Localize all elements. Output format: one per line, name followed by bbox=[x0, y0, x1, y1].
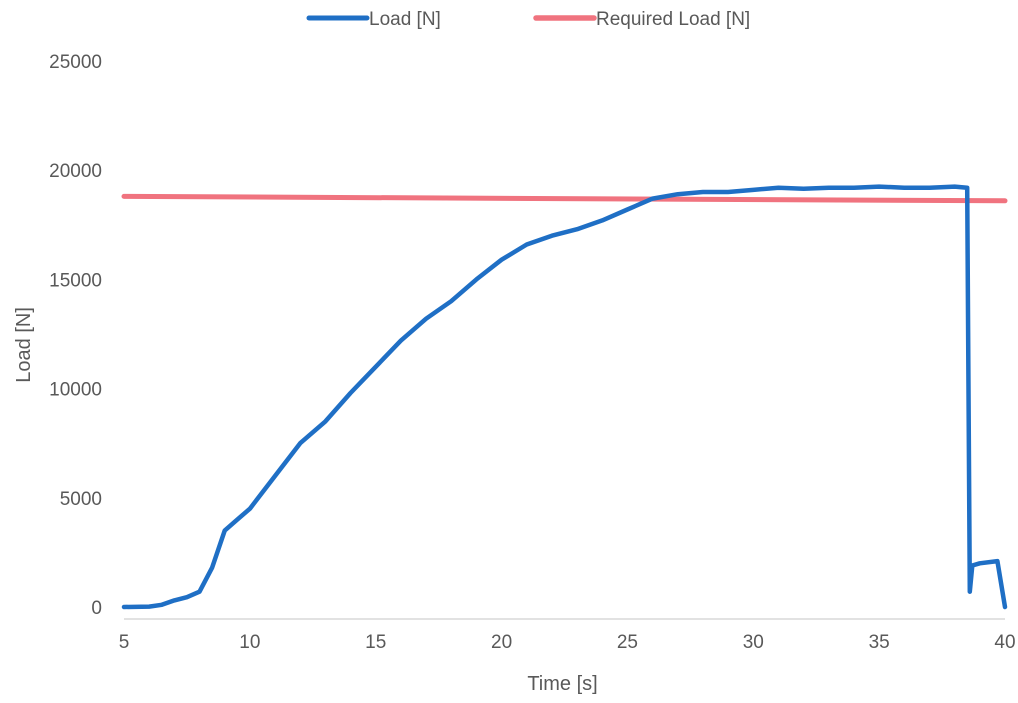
x-tick-label: 15 bbox=[365, 632, 386, 653]
y-tick-label: 15000 bbox=[49, 270, 102, 291]
series-line-required-load bbox=[121, 193, 1008, 204]
legend-label: Load [N] bbox=[369, 9, 441, 30]
legend-label: Required Load [N] bbox=[596, 9, 750, 30]
y-tick-label: 5000 bbox=[60, 489, 102, 510]
y-tick-label: 20000 bbox=[49, 161, 102, 182]
y-tick-label: 0 bbox=[91, 598, 102, 619]
x-tick-label: 25 bbox=[617, 632, 638, 653]
x-axis-title: Time [s] bbox=[527, 673, 597, 695]
x-tick-label: 40 bbox=[994, 632, 1015, 653]
x-tick-label: 20 bbox=[491, 632, 512, 653]
x-tick-label: 10 bbox=[239, 632, 260, 653]
y-tick-label: 25000 bbox=[49, 52, 102, 73]
x-tick-labels: 5 10 15 20 25 30 35 40 bbox=[119, 632, 1016, 653]
x-tick-label: 35 bbox=[869, 632, 890, 653]
legend: Load [N] Required Load [N] bbox=[306, 9, 750, 30]
x-tick-label: 5 bbox=[119, 632, 130, 653]
y-axis: 0 5000 10000 15000 20000 25000 bbox=[49, 52, 102, 619]
y-tick-label: 10000 bbox=[49, 380, 102, 401]
series-line-load bbox=[121, 184, 1008, 610]
x-tick-label: 30 bbox=[743, 632, 764, 653]
series-layer bbox=[121, 184, 1008, 610]
y-axis-title: Load [N] bbox=[13, 307, 35, 383]
